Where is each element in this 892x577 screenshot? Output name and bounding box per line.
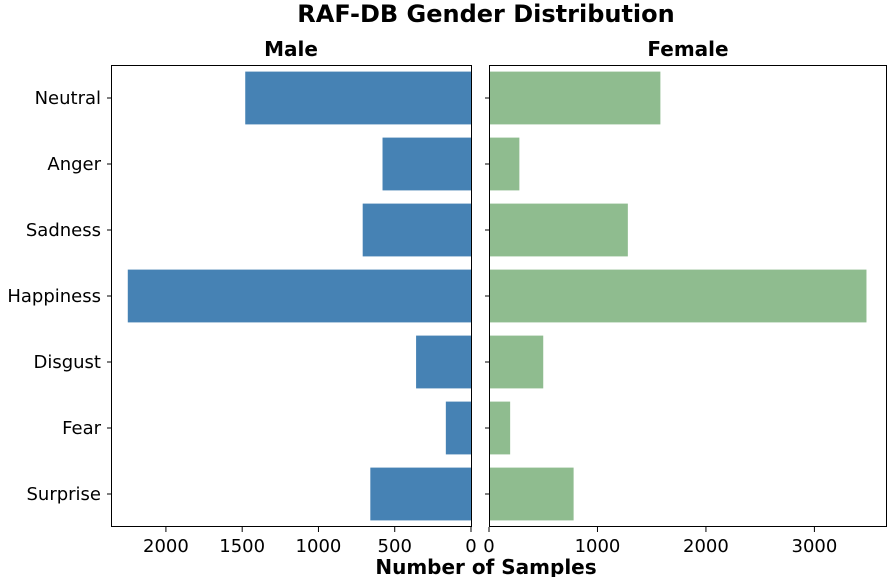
female-bar-anger <box>489 137 520 191</box>
male-bar-disgust <box>416 335 471 389</box>
male-bar-surprise <box>370 467 471 521</box>
female-bar-neutral <box>489 71 661 125</box>
female-panel-title: Female <box>647 37 728 61</box>
category-label-happiness: Happiness <box>7 286 101 307</box>
female-bar-sadness <box>489 203 628 257</box>
female-bar-fear <box>489 401 511 455</box>
female-panel: Female 0 1000 2000 3000 <box>483 37 887 557</box>
female-plot-frame <box>489 65 887 527</box>
category-label-neutral: Neutral <box>35 88 101 109</box>
category-label-anger: Anger <box>47 154 101 175</box>
male-xtick-label-1500: 1500 <box>219 536 265 557</box>
male-bar-sadness <box>362 203 471 257</box>
category-label-surprise: Surprise <box>26 484 101 505</box>
female-xtick-label-1000: 1000 <box>575 536 621 557</box>
male-xtick-label-1000: 1000 <box>296 536 342 557</box>
female-xtick-label-0: 0 <box>483 536 494 557</box>
male-xtick-label-500: 500 <box>378 536 412 557</box>
female-bar-disgust <box>489 335 544 389</box>
x-axis-label: Number of Samples <box>375 555 596 577</box>
category-label-disgust: Disgust <box>33 352 101 373</box>
female-xtick-label-2000: 2000 <box>683 536 729 557</box>
male-panel: Male Neutral Anger Sadness Happiness Disgust… <box>7 37 476 557</box>
female-bar-happiness <box>489 269 867 323</box>
female-xtick-label-3000: 3000 <box>792 536 838 557</box>
male-xtick-label-0: 0 <box>465 536 476 557</box>
male-bar-neutral <box>245 71 471 125</box>
category-label-fear: Fear <box>62 418 101 439</box>
male-bar-happiness <box>127 269 471 323</box>
male-xtick-label-2000: 2000 <box>143 536 189 557</box>
male-panel-title: Male <box>264 37 318 61</box>
category-label-sadness: Sadness <box>26 220 101 241</box>
male-plot-frame <box>111 65 472 527</box>
chart-title: RAF-DB Gender Distribution <box>297 0 674 28</box>
female-bar-surprise <box>489 467 574 521</box>
male-bar-anger <box>382 137 471 191</box>
male-bar-fear <box>445 401 471 455</box>
